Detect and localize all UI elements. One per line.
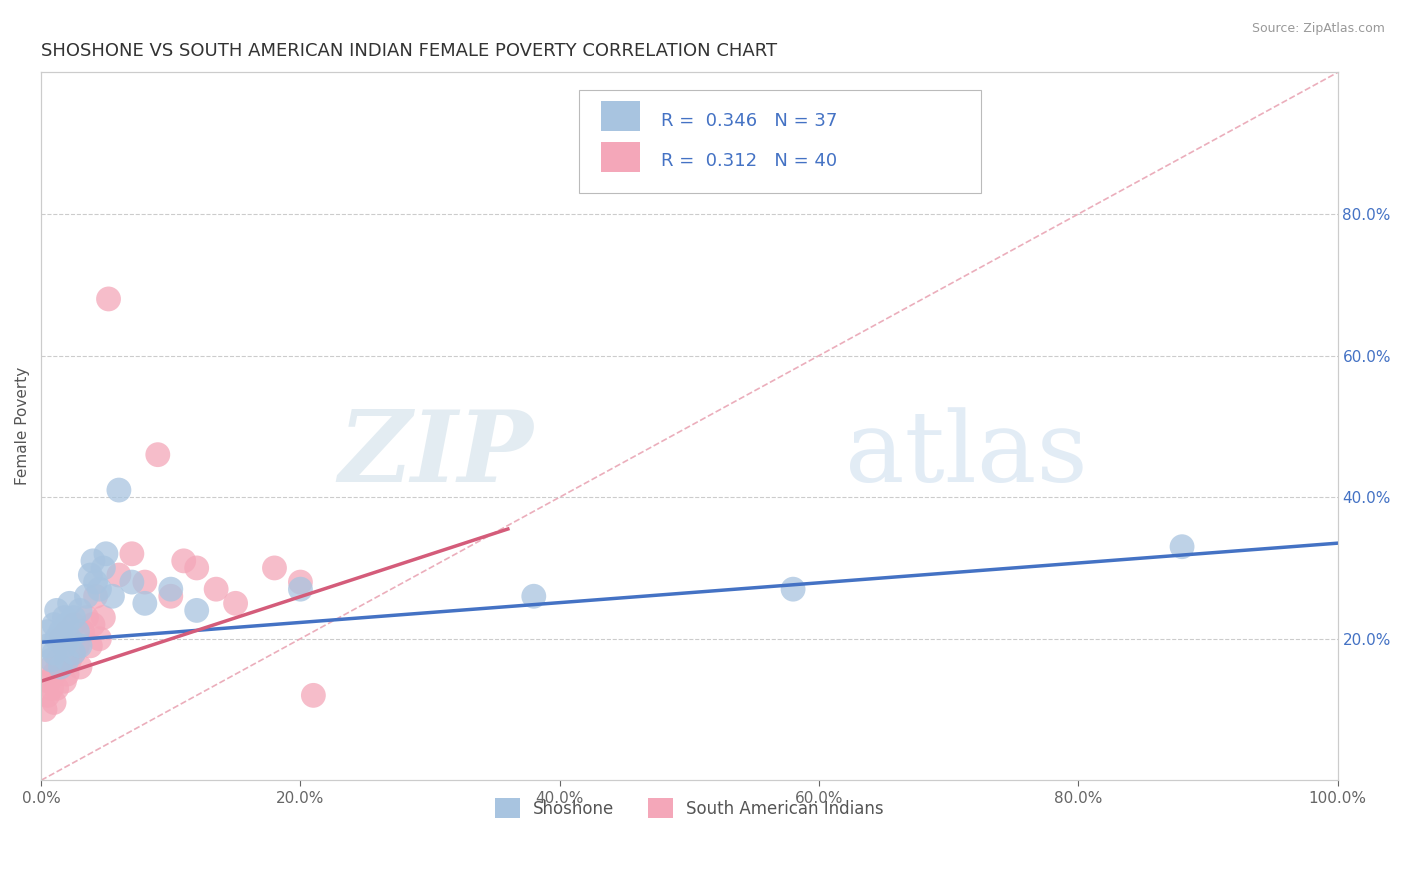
- Point: [53, 639, 76, 653]
- Point: [89, 582, 111, 597]
- Point: [69, 603, 91, 617]
- Point: [37, 624, 59, 639]
- Point: [134, 575, 156, 590]
- Point: [62, 617, 84, 632]
- Text: R =  0.312   N = 40: R = 0.312 N = 40: [661, 152, 837, 169]
- Point: [121, 575, 143, 590]
- Point: [56, 617, 79, 632]
- FancyBboxPatch shape: [602, 102, 640, 131]
- Point: [42, 646, 65, 660]
- Point: [159, 589, 181, 603]
- Point: [37, 689, 59, 703]
- Point: [76, 589, 98, 603]
- FancyBboxPatch shape: [579, 90, 981, 193]
- Text: Source: ZipAtlas.com: Source: ZipAtlas.com: [1251, 22, 1385, 36]
- Point: [97, 292, 120, 306]
- Text: atlas: atlas: [845, 407, 1088, 502]
- Point: [84, 589, 107, 603]
- Point: [1171, 540, 1194, 554]
- Point: [62, 610, 84, 624]
- Point: [108, 568, 131, 582]
- Text: SHOSHONE VS SOUTH AMERICAN INDIAN FEMALE POVERTY CORRELATION CHART: SHOSHONE VS SOUTH AMERICAN INDIAN FEMALE…: [41, 42, 778, 60]
- Point: [205, 582, 228, 597]
- Point: [93, 610, 115, 624]
- Point: [66, 624, 89, 639]
- Point: [66, 639, 89, 653]
- Point: [59, 596, 82, 610]
- Point: [42, 667, 65, 681]
- Point: [523, 589, 546, 603]
- Point: [42, 617, 65, 632]
- Point: [34, 702, 56, 716]
- Point: [53, 639, 76, 653]
- Text: R =  0.346   N = 37: R = 0.346 N = 37: [661, 112, 837, 129]
- Point: [82, 554, 104, 568]
- Point: [146, 448, 169, 462]
- Point: [94, 547, 117, 561]
- Point: [121, 547, 143, 561]
- Point: [290, 582, 312, 597]
- Point: [59, 632, 82, 646]
- Point: [45, 603, 67, 617]
- Point: [46, 653, 69, 667]
- Point: [263, 561, 285, 575]
- Point: [173, 554, 195, 568]
- Point: [79, 568, 101, 582]
- Text: ZIP: ZIP: [339, 407, 534, 503]
- Point: [290, 575, 312, 590]
- Point: [37, 639, 59, 653]
- Point: [72, 624, 94, 639]
- Point: [45, 681, 67, 696]
- Point: [41, 660, 63, 674]
- Legend: Shoshone, South American Indians: Shoshone, South American Indians: [488, 791, 890, 825]
- Point: [134, 596, 156, 610]
- Point: [782, 582, 804, 597]
- Point: [101, 589, 124, 603]
- Point: [49, 660, 72, 674]
- Point: [59, 653, 82, 667]
- Point: [56, 653, 79, 667]
- Point: [69, 660, 91, 674]
- Point: [38, 674, 60, 689]
- Point: [159, 582, 181, 597]
- Point: [41, 653, 63, 667]
- Point: [89, 632, 111, 646]
- Point: [62, 646, 84, 660]
- Point: [82, 617, 104, 632]
- FancyBboxPatch shape: [602, 142, 640, 171]
- Point: [108, 483, 131, 497]
- Point: [69, 639, 91, 653]
- Point: [62, 646, 84, 660]
- Point: [45, 632, 67, 646]
- Point: [53, 674, 76, 689]
- Point: [49, 632, 72, 646]
- Point: [76, 610, 98, 624]
- Point: [93, 561, 115, 575]
- Y-axis label: Female Poverty: Female Poverty: [15, 368, 30, 485]
- Point: [49, 660, 72, 674]
- Point: [56, 624, 79, 639]
- Point: [49, 624, 72, 639]
- Point: [56, 667, 79, 681]
- Point: [84, 575, 107, 590]
- Point: [42, 695, 65, 709]
- Point: [302, 689, 325, 703]
- Point: [79, 639, 101, 653]
- Point: [186, 561, 208, 575]
- Point: [225, 596, 247, 610]
- Point: [186, 603, 208, 617]
- Point: [41, 681, 63, 696]
- Point: [53, 610, 76, 624]
